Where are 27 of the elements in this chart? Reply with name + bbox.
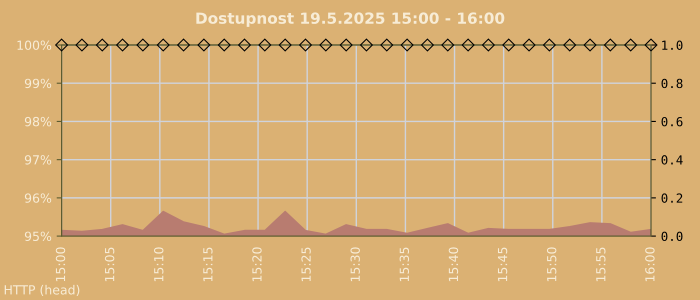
y-tick-label: 100% xyxy=(18,40,52,50)
x-tick-label: 15:45 xyxy=(498,248,508,282)
y-tick-label: 98% xyxy=(24,116,52,126)
x-tick-label: 15:20 xyxy=(252,247,262,282)
y2-tick-label: 0.0 xyxy=(662,232,682,242)
x-tick-label: 15:15 xyxy=(203,248,213,282)
y-tick-label: 99% xyxy=(24,78,52,88)
y2-tick-label: 0.8 xyxy=(662,78,682,88)
y2-tick-label: 0.6 xyxy=(662,116,682,126)
text: HTTP (head) xyxy=(4,284,80,296)
x-tick-label: 15:30 xyxy=(350,247,360,282)
x-tick-label: 15:25 xyxy=(301,248,311,282)
y2-tick-label: 1.0 xyxy=(662,40,682,50)
x-tick-label: 15:10 xyxy=(154,247,164,282)
y2-tick-label: 0.4 xyxy=(662,155,683,165)
x-tick-label: 15:05 xyxy=(104,248,114,282)
chart-title: Dostupnost 19.5.2025 15:00 - 16:00 xyxy=(196,12,504,27)
y2-tick-label: 0.2 xyxy=(662,193,682,203)
y-tick-label: 96% xyxy=(24,193,52,203)
x-tick-label: 15:00 xyxy=(56,247,66,282)
x-tick-label: 15:35 xyxy=(400,248,410,282)
x-tick-label: 15:40 xyxy=(448,247,458,282)
x-tick-label: 15:50 xyxy=(546,247,556,282)
x-tick-label: 15:55 xyxy=(596,248,606,282)
y-tick-label: 97% xyxy=(24,155,52,165)
y-tick-label: 95% xyxy=(24,232,52,242)
x-tick-label: 16:00 xyxy=(645,247,655,282)
